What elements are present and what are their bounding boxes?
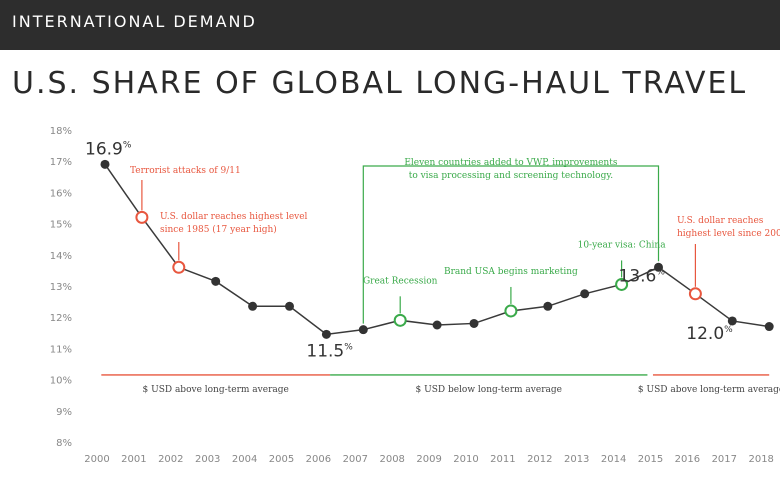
data-point-highlight bbox=[135, 210, 149, 224]
data-point bbox=[764, 322, 774, 332]
y-tick-label: 18% bbox=[50, 126, 72, 137]
value-label: 16.9% bbox=[85, 139, 132, 159]
x-tick-label: 2011 bbox=[490, 454, 515, 465]
chart-title: U.S. SHARE OF GLOBAL LONG-HAUL TRAVEL bbox=[12, 66, 748, 101]
annotation-text: U.S. dollar reaches highest level bbox=[160, 212, 308, 222]
data-point bbox=[469, 318, 479, 328]
y-tick-label: 12% bbox=[50, 313, 72, 324]
y-tick-label: 8% bbox=[56, 438, 72, 449]
series-line bbox=[104, 163, 770, 336]
data-point bbox=[358, 325, 368, 335]
x-tick-label: 2015 bbox=[638, 454, 663, 465]
x-tick-label: 2006 bbox=[306, 454, 331, 465]
band-label: $ USD above long-term average bbox=[638, 385, 780, 395]
data-point-highlight bbox=[504, 304, 518, 318]
value-label: 13.6% bbox=[619, 266, 666, 286]
data-point-highlight bbox=[172, 260, 186, 274]
y-tick-label: 13% bbox=[50, 282, 72, 293]
x-tick-label: 2001 bbox=[121, 454, 146, 465]
data-point bbox=[321, 329, 331, 339]
section-label: INTERNATIONAL DEMAND bbox=[12, 12, 257, 31]
x-tick-label: 2008 bbox=[379, 454, 404, 465]
x-tick-label: 2012 bbox=[527, 454, 552, 465]
annotation-text: 10-year visa: China bbox=[578, 240, 667, 250]
annotation-text: Brand USA begins marketing bbox=[444, 267, 578, 277]
data-point-highlight bbox=[393, 313, 407, 327]
x-tick-label: 2004 bbox=[232, 454, 257, 465]
data-point bbox=[100, 159, 110, 169]
annotation-text: highest level since 2003 bbox=[677, 229, 780, 239]
x-tick-label: 2016 bbox=[675, 454, 700, 465]
x-tick-label: 2013 bbox=[564, 454, 589, 465]
data-point-highlight bbox=[615, 277, 629, 291]
y-tick-label: 16% bbox=[50, 188, 72, 199]
x-tick-label: 2009 bbox=[416, 454, 441, 465]
data-point-highlight bbox=[688, 287, 702, 301]
annotation-text: since 1985 (17 year high) bbox=[160, 224, 277, 235]
y-tick-label: 11% bbox=[50, 344, 72, 355]
value-label: 12.0% bbox=[686, 324, 733, 344]
x-tick-label: 2018 bbox=[748, 454, 773, 465]
data-point bbox=[580, 289, 590, 299]
data-point bbox=[248, 301, 258, 311]
x-tick-label: 2010 bbox=[453, 454, 478, 465]
x-tick-label: 2002 bbox=[158, 454, 183, 465]
data-point bbox=[654, 262, 663, 272]
y-tick-label: 10% bbox=[50, 376, 72, 387]
data-point bbox=[543, 301, 553, 311]
band-label: $ USD above long-term average bbox=[143, 385, 289, 395]
band-label: $ USD below long-term average bbox=[416, 385, 562, 395]
y-tick-label: 14% bbox=[50, 251, 72, 262]
y-tick-label: 9% bbox=[56, 407, 72, 418]
annotation-text: U.S. dollar reaches bbox=[677, 216, 764, 226]
x-tick-label: 2007 bbox=[343, 454, 368, 465]
value-label: 11.5% bbox=[306, 341, 353, 361]
annotation-text: to visa processing and screening technol… bbox=[409, 171, 614, 181]
x-tick-label: 2017 bbox=[712, 454, 737, 465]
x-tick-label: 2005 bbox=[269, 454, 294, 465]
x-tick-label: 2003 bbox=[195, 454, 220, 465]
data-point bbox=[727, 316, 737, 326]
y-tick-label: 15% bbox=[50, 220, 72, 231]
vwp-bracket bbox=[362, 165, 660, 324]
annotation-text: Terrorist attacks of 9/11 bbox=[130, 166, 241, 176]
x-tick-label: 2014 bbox=[601, 454, 626, 465]
data-point bbox=[432, 320, 442, 330]
data-point bbox=[211, 276, 221, 286]
annotation-text: Eleven countries added to VWP, improveme… bbox=[404, 158, 618, 168]
data-point bbox=[285, 301, 294, 311]
x-tick-label: 2000 bbox=[84, 454, 109, 465]
annotation-text: Great Recession bbox=[363, 276, 438, 286]
section-banner: INTERNATIONAL DEMAND bbox=[0, 0, 780, 50]
y-tick-label: 17% bbox=[50, 157, 72, 168]
